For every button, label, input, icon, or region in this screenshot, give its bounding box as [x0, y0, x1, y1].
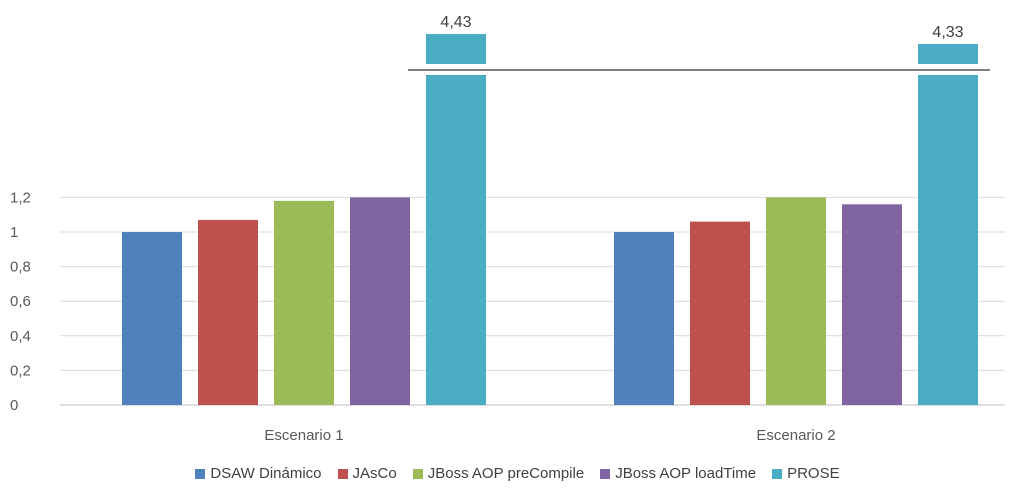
legend-swatch-dsaw — [195, 468, 206, 479]
x-tick-label: Escenario 1 — [264, 427, 343, 444]
legend-swatch-jboss-loadtime — [600, 468, 611, 479]
y-tick-label: 0 — [10, 397, 18, 414]
bar — [350, 197, 410, 405]
legend-item-jasco: JAsCo — [337, 465, 397, 482]
legend-item-jboss-precompile: JBoss AOP preCompile — [412, 465, 585, 482]
bar — [274, 200, 334, 405]
legend-label-prose: PROSE — [787, 465, 840, 482]
y-tick-label: 0,2 — [10, 362, 31, 379]
legend-swatch-jasco — [337, 468, 348, 479]
bar — [766, 197, 826, 405]
legend-swatch-jboss-precompile — [412, 468, 423, 479]
bar-break-segment — [426, 34, 486, 64]
bar — [614, 232, 674, 405]
legend-swatch-prose — [772, 468, 783, 479]
y-tick-label: 0,6 — [10, 293, 31, 310]
legend-label-jboss-loadtime: JBoss AOP loadTime — [615, 465, 757, 482]
legend-label-dsaw: DSAW Dinámico — [210, 465, 322, 482]
bar-break-segment — [918, 44, 978, 64]
bar — [122, 232, 182, 405]
bar — [198, 219, 258, 405]
y-tick-label: 1,2 — [10, 189, 31, 206]
legend-label-jasco: JAsCo — [352, 465, 397, 482]
bar — [690, 221, 750, 405]
plot-area: 0 0,2 0,4 0,6 0,8 1 1,2 4,43 4,33 Escenario 1 Esce… — [10, 14, 1005, 444]
y-tick-label: 1 — [10, 224, 18, 241]
legend: DSAW Dinámico JAsCo JBoss AOP preCompile… — [0, 465, 1035, 482]
legend-item-dsaw: DSAW Dinámico — [195, 465, 322, 482]
bar — [842, 204, 902, 405]
legend-item-jboss-loadtime: JBoss AOP loadTime — [600, 465, 756, 482]
legend-label-jboss-precompile: JBoss AOP preCompile — [427, 465, 585, 482]
y-tick-label: 0,8 — [10, 259, 31, 276]
data-label: 4,33 — [932, 24, 963, 41]
legend-item-prose: PROSE — [772, 465, 840, 482]
bar — [918, 75, 978, 405]
bar — [426, 75, 486, 405]
data-label: 4,43 — [440, 14, 471, 31]
x-tick-label: Escenario 2 — [756, 427, 835, 444]
y-tick-label: 0,4 — [10, 328, 31, 345]
